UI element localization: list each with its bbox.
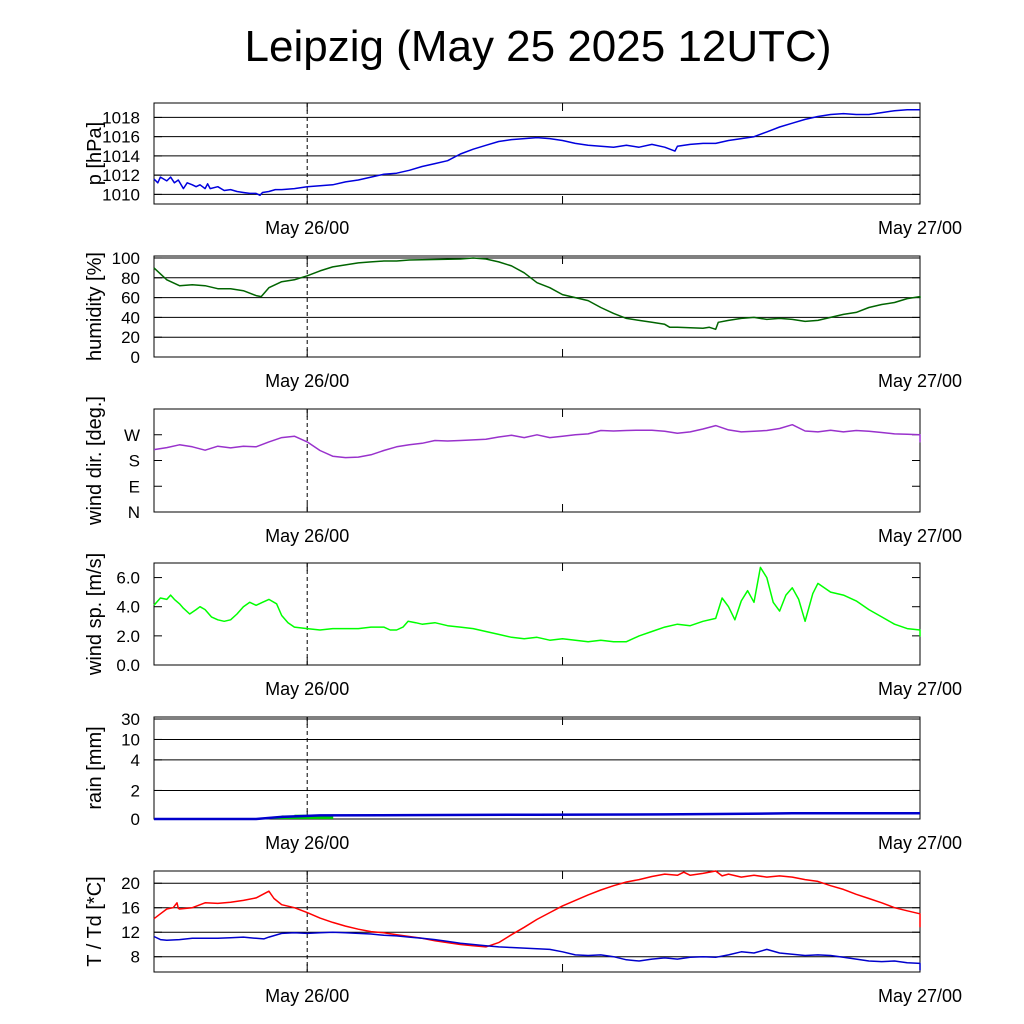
xtick-label-temperature: May 27/00: [878, 986, 962, 1006]
xtick-label-pressure: May 26/00: [265, 218, 349, 238]
ylabel-humidity: humidity [%]: [84, 252, 106, 361]
ytick-label-rain: 10: [121, 730, 140, 749]
ytick-label-humidity: 40: [121, 308, 140, 327]
ytick-label-wind_speed: 6.0: [116, 569, 140, 588]
ytick-label-humidity: 80: [121, 269, 140, 288]
ytick-label-humidity: 100: [112, 249, 140, 268]
panel-frame-humidity: [153, 255, 921, 358]
series-line-temperature-0: [153, 870, 921, 948]
ytick-label-wind_speed: 2.0: [116, 627, 140, 646]
ytick-label-wind_direction: S: [129, 452, 140, 471]
panel-frame-pressure: [153, 102, 921, 205]
ytick-label-pressure: 1014: [102, 147, 140, 166]
ytick-label-humidity: 0: [131, 348, 140, 367]
chart-title: Leipzig (May 25 2025 12UTC): [244, 22, 832, 71]
panel-frame-wind_speed: [153, 562, 921, 666]
ytick-label-wind_direction: N: [128, 503, 140, 522]
ytick-label-pressure: 1018: [102, 108, 140, 127]
xtick-label-rain: May 26/00: [265, 833, 349, 853]
ylabel-temperature: T / Td [*C]: [84, 876, 106, 966]
ytick-label-rain: 30: [121, 710, 140, 729]
ytick-label-rain: 0: [131, 810, 140, 829]
ytick-label-pressure: 1016: [102, 128, 140, 147]
series-line-rain-1: [154, 812, 920, 821]
xtick-label-wind_direction: May 27/00: [878, 526, 962, 546]
ylabel-wind_direction: wind dir. [deg.]: [84, 396, 106, 526]
ytick-label-wind_direction: E: [129, 477, 140, 496]
ylabel-wind_speed: wind sp. [m/s]: [84, 553, 106, 676]
ytick-label-wind_speed: 0.0: [116, 656, 140, 675]
ytick-label-rain: 2: [131, 781, 140, 800]
xtick-label-wind_speed: May 26/00: [265, 679, 349, 699]
series-line-temperature-1: [153, 931, 921, 971]
rain-bar: [319, 814, 334, 819]
xtick-label-pressure: May 27/00: [878, 218, 962, 238]
series-line-pressure-0: [153, 108, 920, 197]
ytick-label-temperature: 8: [131, 948, 140, 967]
xtick-label-temperature: May 26/00: [265, 986, 349, 1006]
ytick-label-wind_direction: W: [124, 426, 140, 445]
panel-frame-wind_direction: [153, 408, 921, 513]
ylabel-rain: rain [mm]: [84, 726, 106, 809]
ytick-label-wind_speed: 4.0: [116, 598, 140, 617]
ytick-label-temperature: 12: [121, 923, 140, 942]
series-line-wind_direction-0: [153, 423, 921, 459]
series-line-humidity-0: [153, 257, 921, 331]
xtick-label-humidity: May 27/00: [878, 371, 962, 391]
ytick-label-pressure: 1010: [102, 185, 140, 204]
ylabel-pressure: p [hPa]: [84, 122, 106, 185]
ytick-label-temperature: 20: [121, 874, 140, 893]
xtick-label-wind_direction: May 26/00: [265, 526, 349, 546]
ytick-label-rain: 4: [131, 751, 140, 770]
ytick-label-temperature: 16: [121, 899, 140, 918]
ytick-label-humidity: 60: [121, 289, 140, 308]
panel-frame-rain: [153, 716, 921, 820]
ytick-label-humidity: 20: [121, 328, 140, 347]
ytick-label-pressure: 1012: [102, 166, 140, 185]
xtick-label-wind_speed: May 27/00: [878, 679, 962, 699]
series-line-wind_speed-0: [153, 566, 921, 643]
xtick-label-rain: May 27/00: [878, 833, 962, 853]
xtick-label-humidity: May 26/00: [265, 371, 349, 391]
